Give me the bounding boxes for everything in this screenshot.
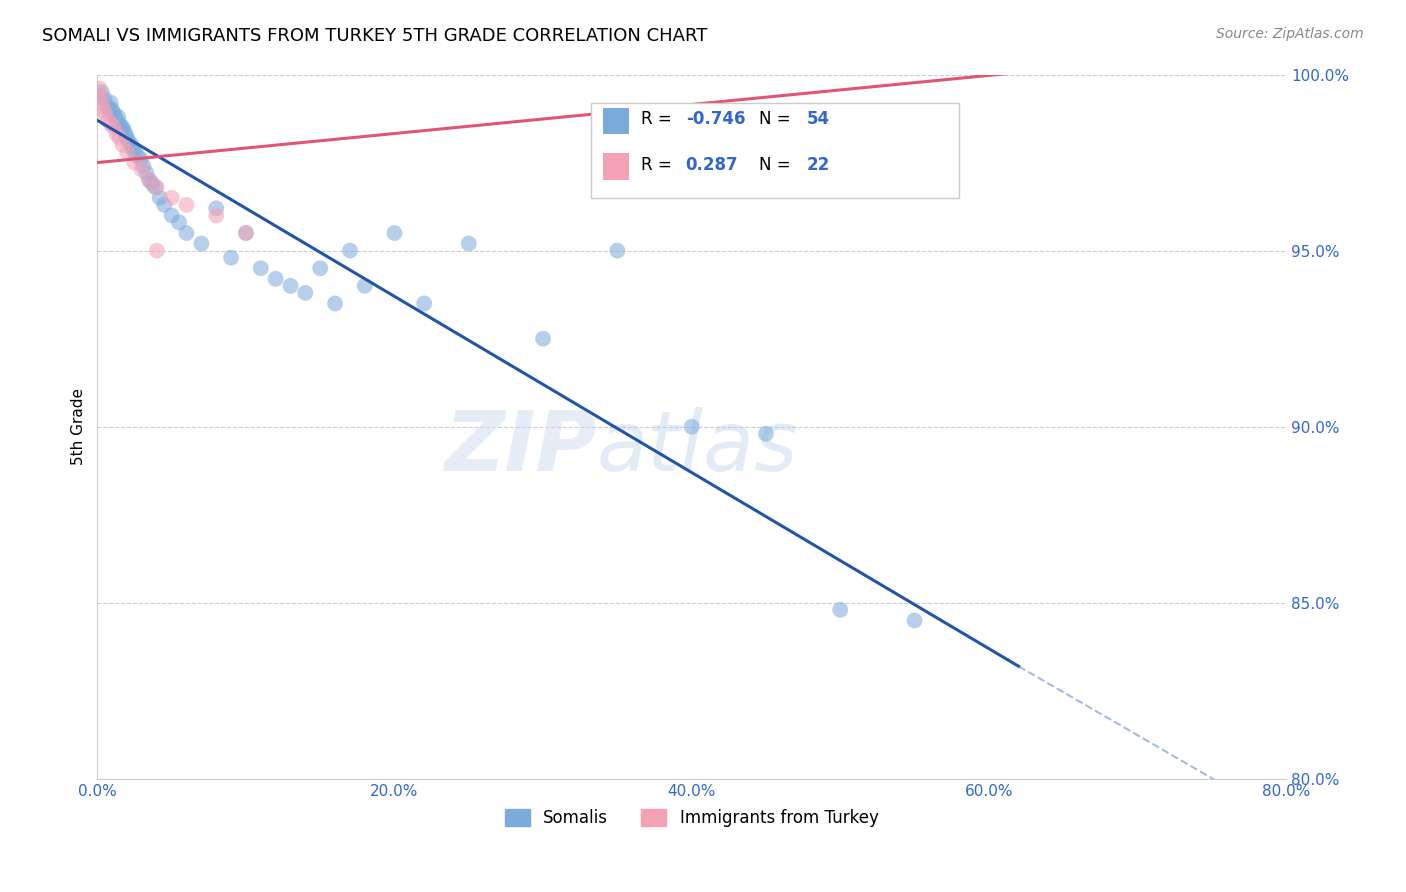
Point <box>89 81 111 95</box>
Point <box>100 95 122 110</box>
Text: 54: 54 <box>807 110 830 128</box>
Point <box>606 244 628 258</box>
Point <box>339 244 361 258</box>
Point <box>1201 61 1223 75</box>
Point <box>101 103 124 117</box>
Point <box>264 272 287 286</box>
Text: ZIP: ZIP <box>444 408 596 488</box>
Text: Source: ZipAtlas.com: Source: ZipAtlas.com <box>1216 27 1364 41</box>
Point <box>105 128 128 142</box>
Point <box>153 198 176 212</box>
Text: R =: R = <box>641 110 676 128</box>
Point <box>124 155 146 169</box>
Point <box>755 426 778 441</box>
Point <box>90 85 112 99</box>
Text: N =: N = <box>759 156 796 174</box>
Point <box>903 614 925 628</box>
Point <box>94 92 117 106</box>
Point <box>91 103 114 117</box>
Point <box>111 138 134 153</box>
Point <box>384 226 406 240</box>
Point <box>457 236 479 251</box>
Point <box>413 296 436 310</box>
Point <box>167 215 190 229</box>
Point <box>135 166 157 180</box>
Point <box>176 198 198 212</box>
Point <box>160 208 183 222</box>
Point <box>190 236 212 251</box>
Point <box>103 120 125 135</box>
Point <box>131 162 153 177</box>
Point <box>681 419 703 434</box>
Point <box>353 278 375 293</box>
FancyBboxPatch shape <box>591 103 959 198</box>
Point <box>107 110 129 124</box>
Text: N =: N = <box>759 110 796 128</box>
Point <box>235 226 257 240</box>
Point <box>160 191 183 205</box>
Point <box>146 244 169 258</box>
Point <box>531 332 554 346</box>
Point <box>114 128 136 142</box>
Legend: Somalis, Immigrants from Turkey: Somalis, Immigrants from Turkey <box>498 803 886 834</box>
Point <box>89 88 111 103</box>
Text: 22: 22 <box>807 156 830 174</box>
Text: 0.287: 0.287 <box>686 156 738 174</box>
Point <box>97 99 120 113</box>
Point <box>98 103 121 117</box>
Y-axis label: 5th Grade: 5th Grade <box>72 388 86 466</box>
Point <box>108 117 131 131</box>
Point <box>89 88 111 103</box>
Point <box>205 202 228 216</box>
Text: atlas: atlas <box>596 408 799 488</box>
Point <box>280 278 302 293</box>
Bar <box>603 153 628 180</box>
Point <box>132 159 155 173</box>
Point <box>105 113 128 128</box>
Point <box>235 226 257 240</box>
Point <box>108 131 131 145</box>
Point <box>138 173 160 187</box>
Point <box>117 135 139 149</box>
Bar <box>603 108 628 135</box>
Point <box>146 180 169 194</box>
Point <box>127 148 149 162</box>
Point <box>294 285 316 300</box>
Point <box>90 95 112 110</box>
Point <box>129 152 152 166</box>
Point <box>138 173 160 187</box>
Point <box>205 208 228 222</box>
Text: SOMALI VS IMMIGRANTS FROM TURKEY 5TH GRADE CORRELATION CHART: SOMALI VS IMMIGRANTS FROM TURKEY 5TH GRA… <box>42 27 707 45</box>
Text: -0.746: -0.746 <box>686 110 745 128</box>
Point <box>94 106 117 120</box>
Point <box>143 180 166 194</box>
Point <box>104 110 127 124</box>
Point <box>97 113 120 128</box>
Point <box>323 296 346 310</box>
Point <box>121 138 143 153</box>
Text: R =: R = <box>641 156 682 174</box>
Point <box>103 106 125 120</box>
Point <box>110 120 132 135</box>
Point <box>141 177 163 191</box>
Point <box>149 191 172 205</box>
Point <box>100 117 122 131</box>
Point <box>219 251 242 265</box>
Point <box>112 124 135 138</box>
Point <box>115 131 138 145</box>
Point <box>122 141 145 155</box>
Point <box>249 261 271 276</box>
Point <box>111 120 134 135</box>
Point <box>309 261 332 276</box>
Point <box>176 226 198 240</box>
Point <box>830 603 852 617</box>
Point <box>115 145 138 159</box>
Point <box>124 145 146 159</box>
